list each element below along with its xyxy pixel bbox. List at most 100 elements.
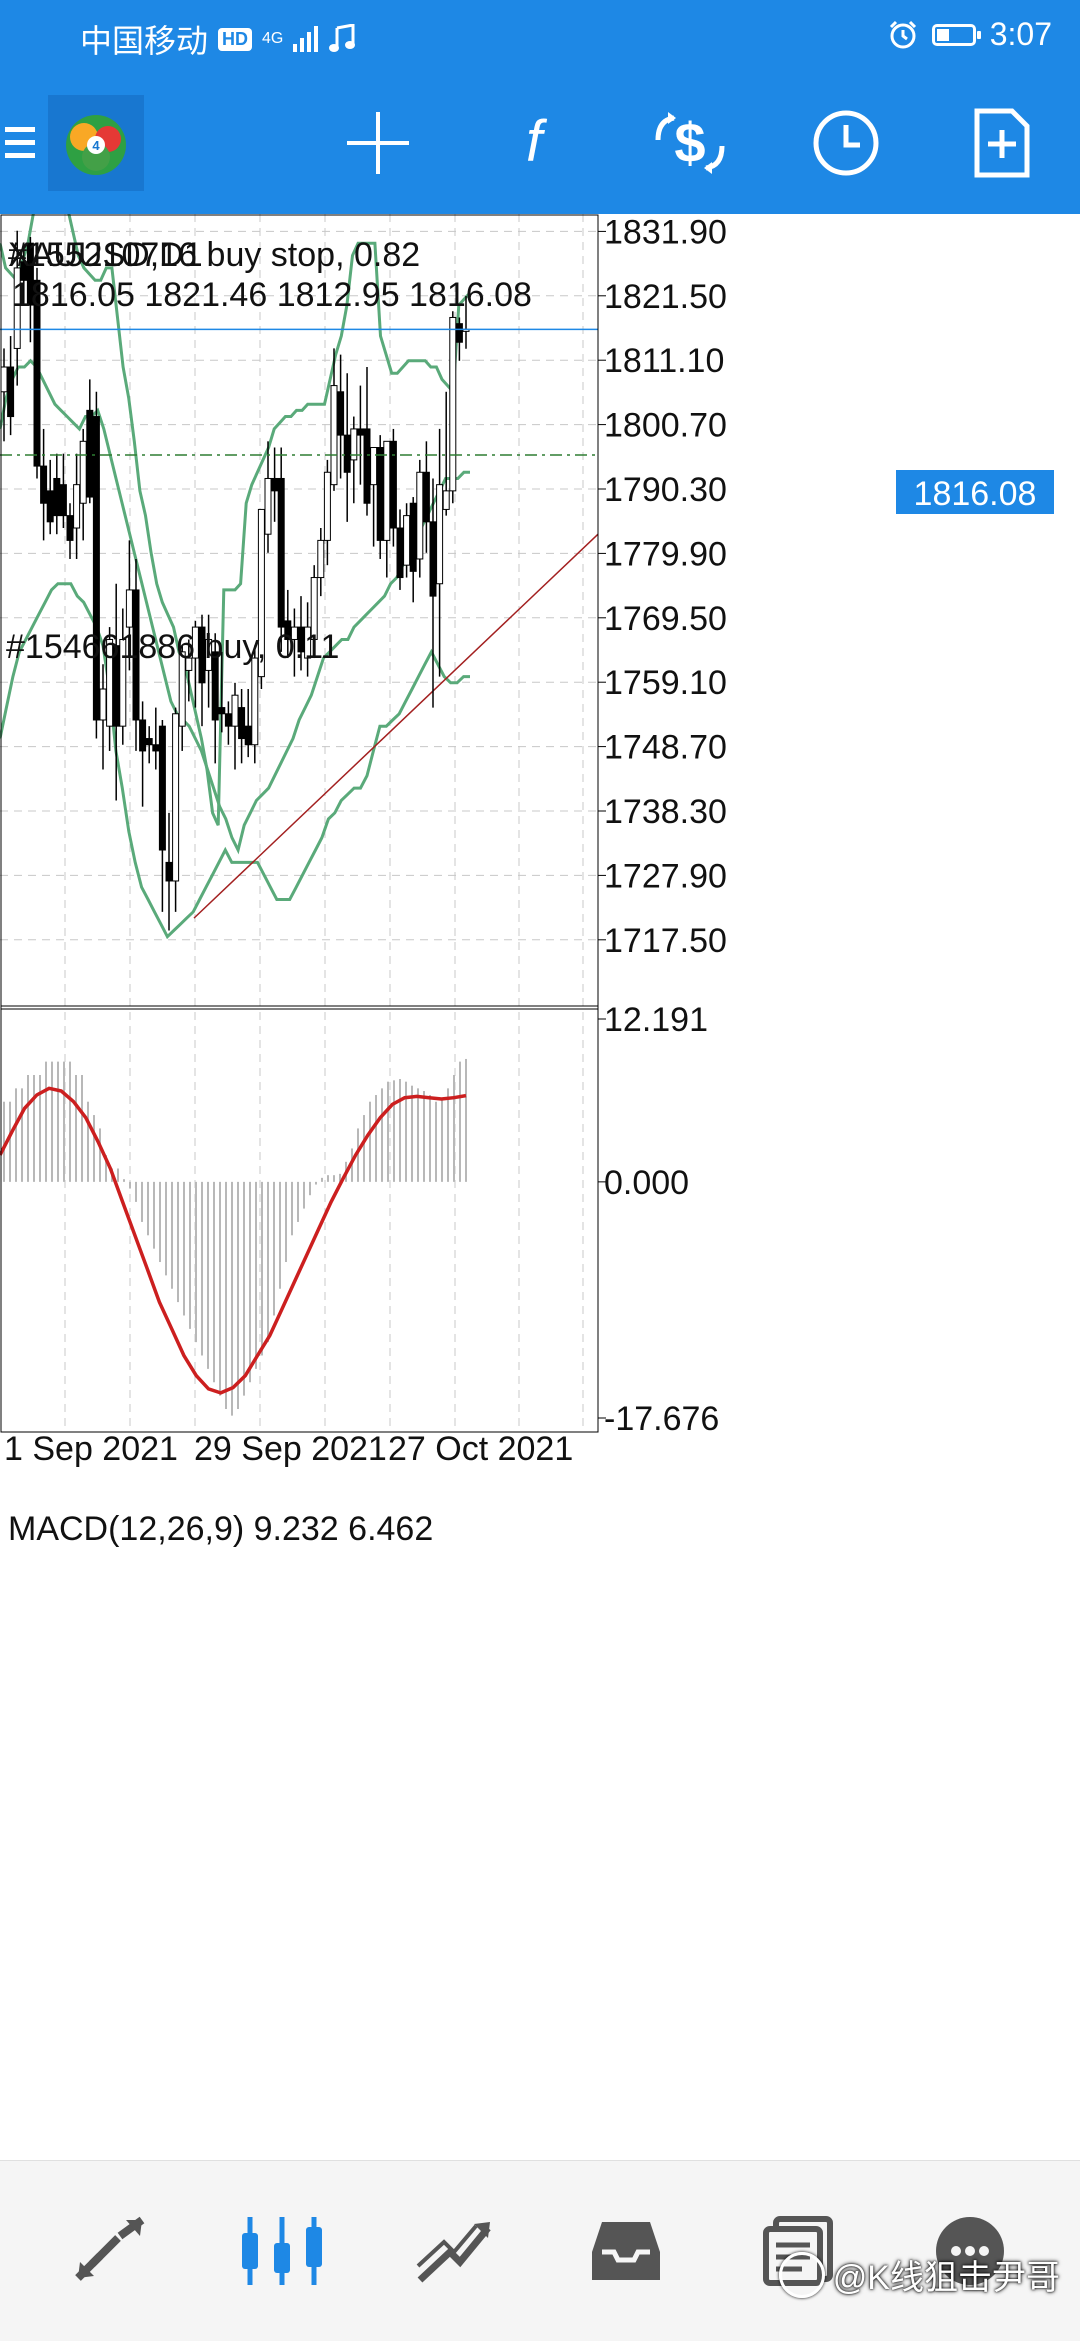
settings-icon[interactable] bbox=[895, 2161, 1045, 2341]
candle-body bbox=[403, 515, 411, 566]
svg-text:4: 4 bbox=[92, 138, 100, 153]
macd-tick-label: 12.191 bbox=[604, 1001, 708, 1039]
candle-body bbox=[323, 471, 331, 541]
add-object-icon[interactable] bbox=[952, 72, 1052, 214]
quotes-icon[interactable] bbox=[35, 2161, 185, 2341]
price-tick-label: 1800.70 bbox=[604, 407, 727, 445]
candle-body bbox=[191, 626, 199, 659]
candle bbox=[442, 391, 450, 516]
candle-body bbox=[370, 447, 378, 486]
macd-tick-label: 0.000 bbox=[604, 1164, 689, 1202]
trade-icon[interactable] bbox=[379, 2161, 529, 2341]
candle-body bbox=[0, 366, 8, 393]
candle bbox=[257, 508, 265, 690]
signal-icon bbox=[293, 26, 319, 52]
candle-body bbox=[40, 465, 48, 504]
candle bbox=[66, 503, 74, 559]
clock-time: 3:07 bbox=[989, 16, 1052, 52]
candle-body bbox=[271, 477, 279, 492]
candle bbox=[185, 639, 193, 702]
symbol-label: XAUUSD,D1 bbox=[8, 236, 203, 274]
chart-svg[interactable]: 1842.301831.901821.501811.101800.701790.… bbox=[0, 149, 1080, 2160]
candle bbox=[211, 633, 219, 764]
candle-body bbox=[172, 713, 180, 882]
price-tick-label: 1769.50 bbox=[604, 600, 727, 638]
candle-body bbox=[376, 447, 384, 541]
candle bbox=[132, 558, 140, 751]
status-bar-right: 3:07 bbox=[888, 16, 1052, 53]
candle-body bbox=[158, 725, 166, 851]
candle bbox=[125, 540, 133, 671]
indicators-icon[interactable]: f bbox=[484, 72, 584, 214]
candle-body bbox=[442, 490, 450, 510]
candle bbox=[376, 435, 384, 559]
candle-body bbox=[422, 471, 430, 523]
order-label-top: #155210716 buy stop, 0.82 bbox=[8, 236, 420, 274]
date-label: 1 Sep 2021 bbox=[4, 1430, 178, 1468]
candle bbox=[383, 440, 391, 578]
candle-body bbox=[350, 428, 358, 461]
menu-icon[interactable] bbox=[0, 72, 40, 214]
candle bbox=[145, 726, 153, 764]
candle-body bbox=[33, 279, 41, 467]
candle bbox=[231, 682, 239, 770]
ohlc-readout: 1816.05 1821.46 1812.95 1816.08 bbox=[12, 276, 532, 314]
battery-icon bbox=[931, 23, 981, 46]
trendline[interactable] bbox=[193, 533, 599, 919]
candle-body bbox=[86, 409, 94, 498]
candle-body bbox=[383, 440, 391, 541]
current-price-label: 1816.08 bbox=[914, 475, 1037, 513]
candle bbox=[165, 812, 173, 931]
candle-body bbox=[66, 515, 74, 541]
watermark: @K线狙击尹哥 bbox=[778, 2250, 1060, 2299]
candle-body bbox=[13, 267, 21, 349]
candle-body bbox=[363, 428, 371, 504]
candle bbox=[218, 651, 226, 733]
candle bbox=[158, 719, 166, 912]
candle bbox=[350, 416, 358, 504]
candle bbox=[73, 453, 81, 559]
candle bbox=[455, 317, 463, 361]
mt4-logo[interactable]: 4 bbox=[48, 72, 144, 214]
candle-body bbox=[436, 484, 444, 585]
candle-body bbox=[139, 719, 147, 752]
candle bbox=[172, 707, 180, 912]
candle bbox=[99, 664, 107, 770]
bollinger-middle bbox=[0, 358, 470, 855]
symbols-icon[interactable]: $ bbox=[640, 72, 740, 214]
candle bbox=[7, 336, 15, 436]
candle-body bbox=[218, 707, 226, 715]
candle-body bbox=[231, 694, 239, 727]
candle bbox=[271, 447, 279, 522]
candle bbox=[389, 428, 397, 547]
candle-body bbox=[99, 688, 107, 721]
axes: 1842.301831.901821.501811.101800.701790.… bbox=[0, 149, 727, 1468]
candle bbox=[310, 565, 318, 659]
candle-body bbox=[304, 626, 312, 659]
candle bbox=[119, 608, 127, 745]
candle-body bbox=[106, 638, 114, 727]
candle-body bbox=[244, 725, 252, 746]
candle-body bbox=[337, 391, 345, 436]
candle bbox=[191, 620, 199, 708]
order-label-mid: #154661886 buy, 0.11 bbox=[6, 628, 339, 666]
price-tick-label: 1811.10 bbox=[604, 342, 724, 380]
bollinger-bands bbox=[0, 176, 472, 940]
candle-body bbox=[317, 539, 325, 579]
candle-body bbox=[416, 471, 424, 560]
chart-icon[interactable] bbox=[207, 2161, 357, 2341]
candle bbox=[205, 614, 213, 708]
candle-body bbox=[26, 242, 34, 306]
candle-body bbox=[284, 620, 292, 640]
crosshair-icon[interactable] bbox=[328, 72, 428, 214]
candle bbox=[422, 441, 430, 553]
candle bbox=[297, 596, 305, 671]
candle-body bbox=[79, 440, 87, 504]
price-tick-label: 1717.50 bbox=[604, 922, 727, 960]
history-icon[interactable] bbox=[551, 2161, 701, 2341]
candle bbox=[436, 428, 444, 677]
chart-area[interactable]: 1842.301831.901821.501811.101800.701790.… bbox=[0, 149, 1080, 2160]
timeframe-icon[interactable] bbox=[796, 72, 896, 214]
candle-body bbox=[356, 428, 364, 436]
candle bbox=[330, 348, 338, 491]
